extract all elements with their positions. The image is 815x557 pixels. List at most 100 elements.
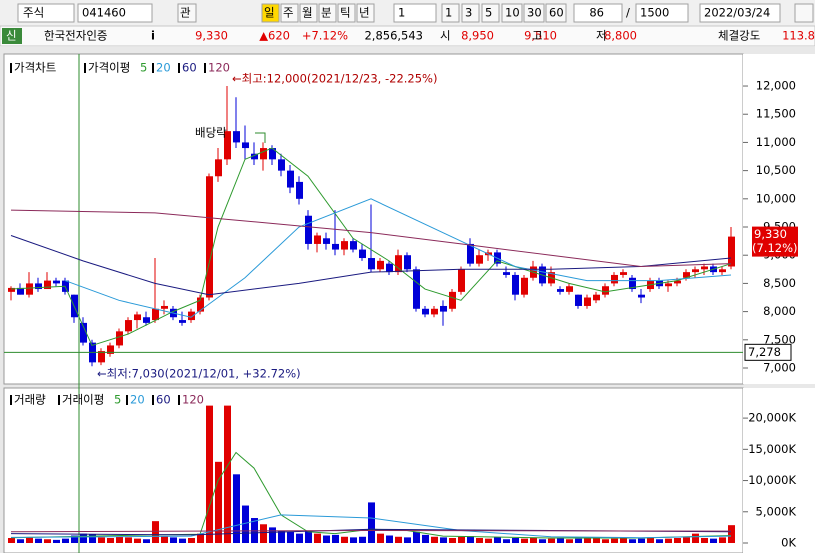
volume-bar	[215, 461, 222, 544]
period-button[interactable]	[356, 3, 375, 23]
date-input[interactable]	[699, 3, 781, 23]
info[interactable]: i	[151, 29, 155, 43]
volume-bar	[584, 537, 591, 544]
last-price: 9,330	[754, 227, 787, 241]
reference-tag	[744, 343, 792, 361]
period-label[interactable]: 일	[264, 6, 275, 20]
legend-marker	[178, 63, 180, 73]
quote-rate: +7.12%	[302, 29, 348, 43]
price-axis-bg	[743, 54, 815, 384]
minute-button[interactable]	[441, 3, 460, 23]
candle-body	[476, 255, 483, 264]
minute-label[interactable]: 3	[465, 6, 472, 20]
candle-body	[440, 305, 447, 312]
volume-bar	[395, 536, 402, 544]
minute-label[interactable]: 60	[549, 6, 564, 20]
minute-label[interactable]: 1	[445, 6, 452, 20]
candle-body	[269, 148, 276, 160]
code-input[interactable]	[77, 3, 153, 23]
volume-bar	[674, 538, 681, 544]
quote-open: 8,950	[461, 29, 494, 43]
quote-strength: 113.8	[782, 29, 815, 43]
candle-body	[98, 351, 105, 363]
candle-body	[593, 294, 600, 301]
candle-body	[629, 277, 636, 290]
count[interactable]: 1	[398, 6, 405, 20]
moving-average	[10, 209, 732, 267]
legend-marker	[58, 395, 60, 405]
legend-ma: 5	[140, 61, 147, 75]
candle-body	[404, 255, 411, 270]
candle-body	[8, 287, 15, 292]
moving-average	[10, 147, 732, 347]
quote-label: 고	[532, 29, 543, 43]
candle-body	[17, 287, 24, 295]
view-input[interactable]	[573, 3, 623, 23]
minute-button[interactable]	[501, 3, 523, 23]
volume-bar	[557, 538, 564, 544]
count-select[interactable]	[393, 3, 437, 23]
period-label[interactable]: 주	[283, 6, 294, 20]
market-select[interactable]	[17, 3, 75, 23]
period-button[interactable]	[318, 3, 337, 23]
moving-average	[10, 514, 732, 539]
candle-body	[143, 317, 150, 323]
candle-body	[242, 142, 249, 149]
period-button[interactable]	[261, 3, 280, 23]
quote-volume: 2,856,543	[364, 29, 423, 43]
candle-body	[503, 272, 510, 275]
volume-bar	[323, 535, 330, 544]
candle-body	[35, 283, 42, 290]
minute-label[interactable]: 30	[527, 6, 542, 20]
legend-marker	[84, 63, 86, 73]
volume-bar	[8, 538, 15, 544]
candle-body	[287, 170, 294, 188]
period-label[interactable]: 월	[302, 6, 313, 20]
volume-bar	[404, 537, 411, 544]
candle-body	[701, 266, 708, 270]
legend-ma: 120	[182, 393, 204, 407]
period-button[interactable]	[337, 3, 356, 23]
volume-bar	[701, 538, 708, 544]
date[interactable]: 2022/03/24	[704, 6, 770, 20]
volume-bar	[476, 538, 483, 544]
y-tick-label: 10,000K	[748, 473, 796, 487]
volume-bar	[107, 538, 114, 544]
event-bracket	[255, 132, 266, 143]
view-count[interactable]: 86	[589, 6, 604, 20]
minute-button[interactable]	[461, 3, 480, 23]
candle-body	[413, 269, 420, 309]
volume-bar	[134, 538, 141, 544]
period-label[interactable]: 틱	[340, 6, 351, 20]
y-tick-label: 10,000	[756, 191, 796, 205]
minute-button[interactable]	[523, 3, 545, 23]
total-count[interactable]: 1500	[640, 6, 669, 20]
legend-marker	[10, 395, 12, 405]
market[interactable]: 주식	[23, 6, 44, 20]
volume-bar	[314, 533, 321, 544]
total-input[interactable]	[635, 3, 689, 23]
candle-body	[350, 241, 357, 250]
candle-body	[179, 320, 186, 323]
legend-ma-title: 거래이평	[62, 393, 104, 407]
candle-body	[161, 305, 168, 309]
button[interactable]	[177, 3, 197, 23]
y-tick-label: 11,000	[756, 135, 796, 149]
period-button[interactable]	[280, 3, 299, 23]
period-button[interactable]	[299, 3, 318, 23]
volume-bar	[179, 538, 186, 544]
minute-button[interactable]	[545, 3, 567, 23]
period-label[interactable]: 분	[321, 6, 332, 20]
volume-bar	[359, 536, 366, 544]
candle-body	[638, 294, 645, 298]
minute-label[interactable]: 5	[485, 6, 492, 20]
code[interactable]: 041460	[82, 6, 126, 20]
legend-ma: 60	[156, 393, 171, 407]
y-tick-label: 11,500	[756, 107, 796, 121]
calendar-button[interactable]	[794, 3, 814, 23]
volume-bar	[35, 538, 42, 544]
period-label[interactable]: 년	[359, 6, 370, 20]
minute-label[interactable]: 10	[505, 6, 520, 20]
minute-button[interactable]	[481, 3, 500, 23]
button-label[interactable]: 관	[180, 6, 191, 20]
